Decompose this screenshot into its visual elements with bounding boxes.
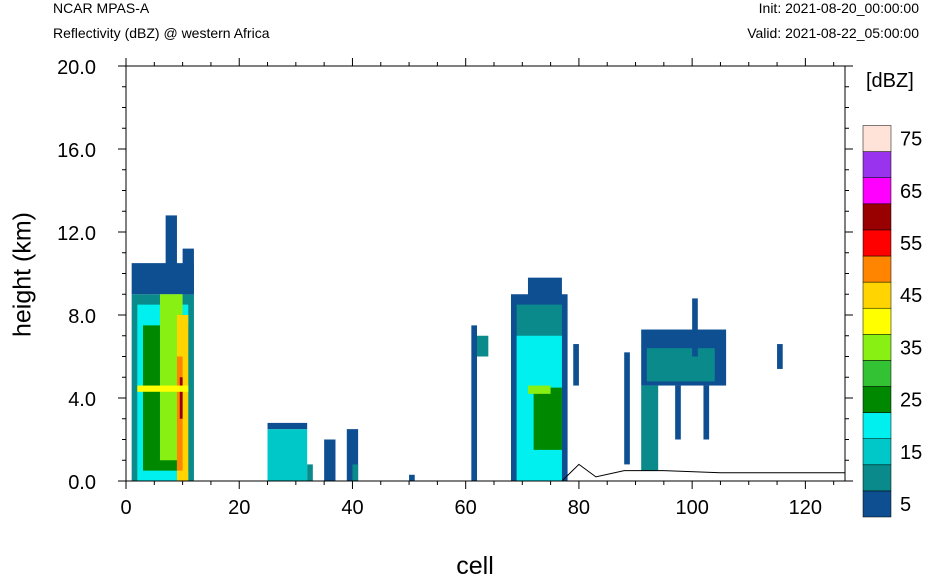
reflectivity-cell-10-0 [267, 429, 308, 481]
colorbar-swatch-8 [862, 281, 892, 309]
reflectivity-cell-6-0 [179, 377, 183, 419]
x-tick-label-5: 100 [675, 497, 708, 519]
reflectivity-cell-11-0 [307, 464, 313, 481]
colorbar-label-7: 75 [900, 129, 922, 151]
colorbar-label-2: 25 [900, 390, 922, 412]
y-tick-label-5: 20.0 [57, 57, 96, 79]
init-time: Init: 2021-08-20_00:00:00 [758, 0, 919, 16]
reflectivity-cell-17-0 [477, 335, 489, 357]
colorbar-swatch-6 [862, 334, 892, 361]
valid-time: Valid: 2021-08-22_05:00:00 [747, 25, 919, 41]
colorbar-swatch-14 [862, 125, 892, 152]
reflectivity-cell-21-0 [533, 387, 562, 450]
colorbar-swatch-1 [862, 464, 892, 492]
x-tick-label-4: 80 [568, 497, 590, 519]
colorbar-swatch-5 [862, 360, 892, 387]
colorbar-swatch-11 [862, 203, 892, 231]
reflectivity-cell-31-0 [703, 385, 710, 440]
colorbar-label-1: 15 [900, 442, 922, 464]
y-axis-label: height (km) [8, 211, 37, 338]
reflectivity-cell-28-0 [641, 385, 659, 471]
reflectivity-cell-24-0 [573, 344, 579, 386]
terrain-line [126, 463, 845, 482]
reflectivity-cell-14-0 [352, 464, 359, 481]
y-tick-label-3: 12.0 [57, 223, 96, 245]
y-tick-label-0: 0.0 [68, 472, 96, 494]
colorbar-label-4: 45 [900, 285, 922, 307]
reflectivity-cell-32-0 [777, 344, 783, 369]
reflectivity-cell-7-0 [137, 385, 189, 392]
chart-subtitle: Reflectivity (dBZ) @ western Africa [53, 25, 270, 41]
model-name: NCAR MPAS-A [53, 0, 150, 16]
reflectivity-cell-15-0 [409, 474, 415, 481]
y-tick-label-2: 8.0 [68, 306, 96, 328]
colorbar-swatch-4 [862, 386, 892, 413]
reflectivity-cell-8-0 [165, 215, 177, 274]
colorbar-swatch-12 [862, 177, 892, 205]
reflectivity-cell-16-0 [471, 325, 478, 481]
reflectivity-cell-10-1 [267, 422, 308, 430]
reflectivity-cell-30-0 [692, 298, 698, 357]
x-tick-label-6: 120 [789, 497, 822, 519]
colorbar-swatch-10 [862, 229, 892, 257]
colorbar-swatch-7 [862, 307, 892, 335]
colorbar-label-6: 65 [900, 181, 922, 203]
colorbar-swatch-0 [862, 490, 892, 518]
reflectivity-cell-12-0 [324, 439, 336, 481]
plot-area [126, 66, 845, 481]
colorbar-label-5: 55 [900, 233, 922, 255]
reflectivity-cell-25-0 [624, 352, 630, 465]
colorbar-swatch-13 [862, 151, 892, 178]
reflectivity-cell-23-0 [527, 277, 562, 299]
reflectivity-cell-13-0 [346, 429, 359, 481]
x-tick-label-2: 40 [341, 497, 363, 519]
colorbar-swatch-9 [862, 255, 892, 283]
reflectivity-cell-29-0 [675, 385, 681, 440]
reflectivity-cell-9-0 [182, 248, 194, 295]
x-axis-label: cell [456, 552, 494, 580]
colorbar-swatch-3 [862, 412, 892, 439]
x-tick-label-3: 60 [455, 497, 477, 519]
colorbar-swatch-2 [862, 438, 892, 466]
y-tick-label-4: 16.0 [57, 140, 96, 162]
x-tick-label-0: 0 [120, 497, 131, 519]
x-tick-label-1: 20 [228, 497, 250, 519]
colorbar-label-3: 35 [900, 337, 922, 359]
reflectivity-cell-27-0 [646, 348, 715, 382]
reflectivity-cell-22-0 [527, 385, 551, 394]
y-tick-label-1: 4.0 [68, 389, 96, 411]
colorbar-label-0: 5 [900, 494, 911, 516]
colorbar-unit: [dBZ] [866, 70, 914, 92]
